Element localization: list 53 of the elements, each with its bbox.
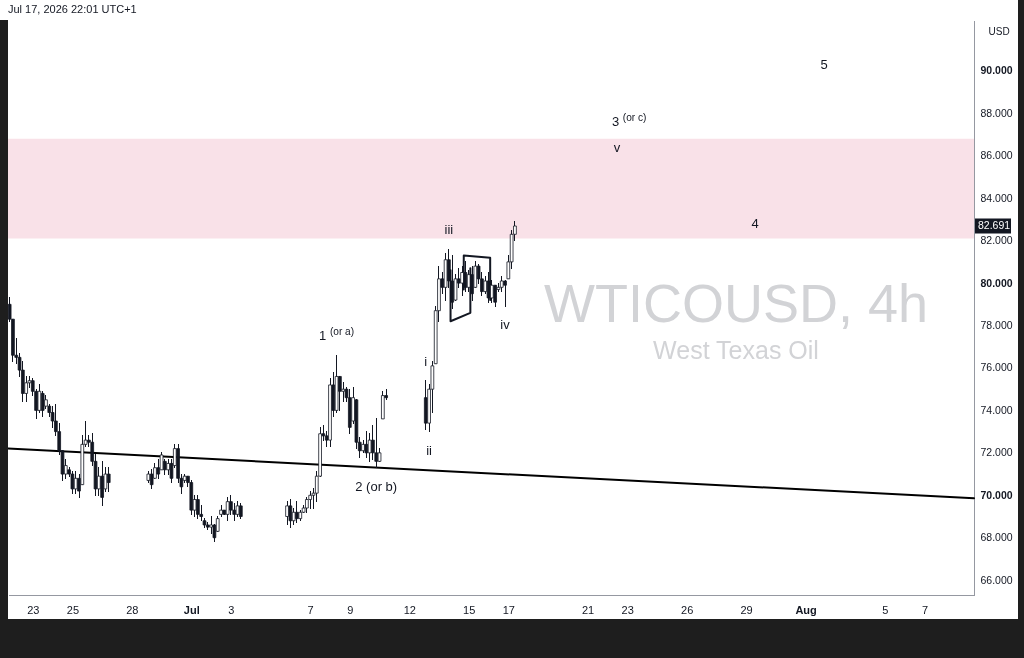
- annotation: 4: [751, 216, 759, 231]
- annotation: iii: [444, 222, 454, 238]
- y-tick-label: 76.000: [980, 361, 1013, 374]
- x-tick-label: 9: [347, 603, 354, 616]
- x-tick-label: 17: [502, 603, 515, 616]
- candlestick: [338, 375, 342, 411]
- y-tick-label: 90.000: [980, 64, 1013, 77]
- x-tick-label: Aug: [795, 603, 817, 616]
- x-tick-label: 15: [463, 603, 476, 616]
- x-tick-label: 7: [921, 603, 929, 616]
- y-tick-label: 68.000: [980, 531, 1013, 544]
- x-tick-label: 26: [681, 603, 694, 616]
- x-tick-label: 23: [621, 603, 634, 616]
- annotation: 2 (or b): [355, 478, 398, 494]
- y-tick-label: 86.000: [980, 149, 1013, 162]
- x-tick-label: Jul: [183, 603, 200, 616]
- candlestick: [100, 460, 104, 507]
- annotation: iv: [500, 317, 511, 333]
- annotation: 82.691: [978, 219, 1011, 231]
- annotation: v: [613, 140, 621, 155]
- x-tick-label: 25: [66, 603, 80, 616]
- y-tick-label: 80.000: [980, 276, 1013, 289]
- candlestick: [285, 501, 289, 526]
- candlestick: [364, 431, 369, 458]
- y-tick-label: 74.000: [980, 403, 1013, 416]
- y-tick-label: 78.000: [980, 319, 1013, 332]
- x-tick-label: 5: [882, 603, 889, 616]
- annotation: 1 $^{(or a)}$: [319, 325, 355, 344]
- y-tick-label: 72.000: [980, 446, 1013, 459]
- x-tick-label: 21: [581, 603, 595, 616]
- candlestick: [106, 467, 111, 492]
- annotation: 3 $^{(or c)}$: [612, 111, 647, 129]
- x-tick-label: 12: [403, 603, 416, 616]
- annotation: ii: [426, 442, 433, 458]
- candlestick: [37, 384, 42, 414]
- candlestick: [73, 471, 78, 494]
- y-tick-label: 70.000: [980, 488, 1013, 501]
- candlestick: [40, 390, 45, 418]
- candlestick: [70, 471, 75, 494]
- y-tick-label: 88.000: [980, 106, 1013, 119]
- x-tick-label: 3: [228, 603, 235, 616]
- x-tick-label: 28: [126, 603, 139, 616]
- x-tick-label: 29: [740, 603, 753, 616]
- x-tick-label: 23: [27, 603, 40, 616]
- x-tick-label: 7: [307, 603, 314, 616]
- y-tick-label: 66.000: [980, 573, 1013, 586]
- annotation: i: [424, 353, 428, 369]
- y-tick-label: 82.000: [980, 234, 1013, 247]
- annotation: 5: [820, 57, 828, 72]
- y-axis-title: USD: [988, 25, 1010, 37]
- text: Jul 17, 2026 22:01 UTC+1: [8, 3, 137, 16]
- y-tick-label: 84.000: [980, 191, 1013, 204]
- candlestick: [381, 390, 385, 420]
